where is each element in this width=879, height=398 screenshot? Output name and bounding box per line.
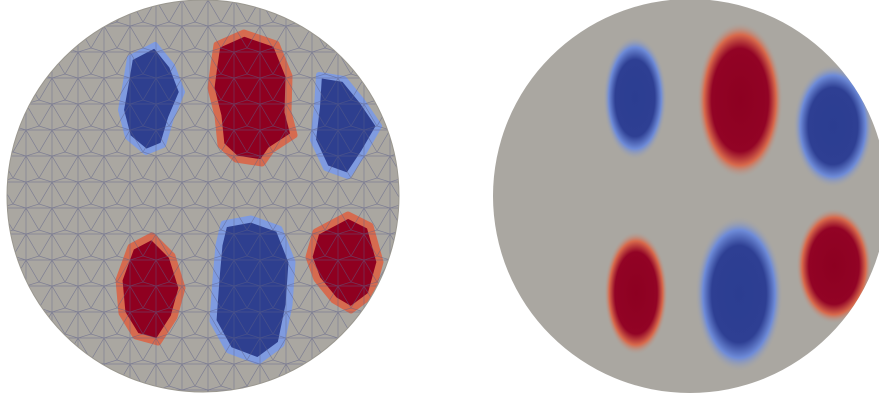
smooth-region-blue-top-right <box>793 64 873 188</box>
smooth-region-blue-bottom-mid <box>695 216 783 372</box>
smooth-region-red-top-middle <box>697 22 783 178</box>
smooth-region-red-bottom-right <box>796 208 872 324</box>
mesh-boundary <box>6 0 400 393</box>
smooth-disk <box>493 0 879 393</box>
mesh-solution-panel <box>6 0 400 393</box>
smooth-region-red-bottom-left <box>604 231 668 355</box>
mesh-wireframe <box>7 0 399 392</box>
smooth-region-blue-top-left <box>603 36 667 160</box>
smooth-solution-panel <box>493 0 879 393</box>
